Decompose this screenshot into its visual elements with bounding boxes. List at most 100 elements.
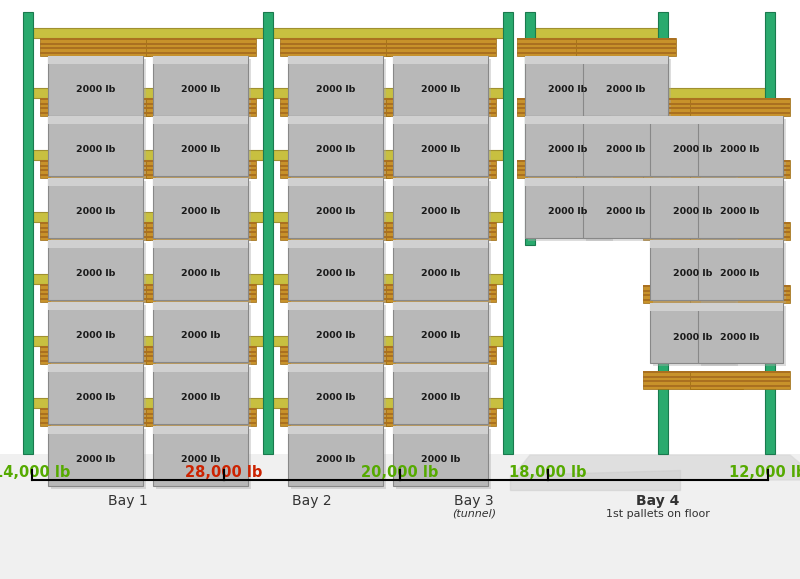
Bar bbox=[280, 42, 390, 45]
Text: 2000 lb: 2000 lb bbox=[421, 332, 461, 340]
Bar bbox=[576, 160, 676, 162]
Bar bbox=[650, 240, 735, 248]
Bar bbox=[154, 302, 248, 362]
Text: 2000 lb: 2000 lb bbox=[315, 332, 355, 340]
Bar bbox=[263, 12, 273, 454]
Bar bbox=[586, 181, 671, 241]
Text: 2000 lb: 2000 lb bbox=[421, 269, 461, 278]
Bar bbox=[386, 284, 496, 286]
Bar bbox=[154, 240, 248, 300]
Bar bbox=[396, 367, 491, 427]
Bar bbox=[643, 222, 743, 224]
Bar bbox=[643, 285, 743, 287]
Bar bbox=[583, 56, 668, 116]
Bar bbox=[518, 160, 618, 178]
Bar bbox=[48, 178, 142, 238]
Bar bbox=[146, 38, 256, 56]
Bar bbox=[280, 174, 390, 176]
Bar bbox=[156, 181, 251, 241]
Bar bbox=[290, 181, 386, 241]
Bar bbox=[33, 150, 263, 160]
Bar bbox=[643, 236, 743, 238]
Bar bbox=[576, 160, 676, 178]
Bar bbox=[386, 346, 496, 348]
Bar bbox=[386, 231, 496, 233]
Bar bbox=[154, 116, 248, 176]
Bar bbox=[154, 56, 248, 64]
Bar bbox=[288, 116, 382, 124]
Bar bbox=[386, 38, 496, 56]
Bar bbox=[643, 299, 743, 301]
Bar bbox=[643, 290, 743, 292]
Bar bbox=[280, 293, 390, 295]
Bar bbox=[518, 47, 618, 49]
Bar bbox=[288, 240, 382, 248]
Bar bbox=[280, 288, 390, 291]
Bar bbox=[40, 52, 150, 54]
Bar bbox=[643, 112, 743, 113]
Text: 2000 lb: 2000 lb bbox=[75, 394, 115, 402]
Bar bbox=[394, 56, 488, 116]
Bar bbox=[40, 38, 150, 56]
Bar bbox=[386, 42, 496, 45]
Bar bbox=[290, 243, 386, 303]
Bar bbox=[535, 150, 658, 160]
Bar bbox=[583, 116, 668, 124]
Bar bbox=[40, 355, 150, 357]
Bar bbox=[650, 240, 735, 300]
Bar bbox=[386, 350, 496, 353]
Bar bbox=[698, 303, 782, 311]
Bar bbox=[146, 236, 256, 238]
Bar bbox=[386, 236, 496, 238]
Bar bbox=[288, 178, 382, 238]
Text: 2000 lb: 2000 lb bbox=[421, 456, 461, 464]
Text: 2000 lb: 2000 lb bbox=[75, 456, 115, 464]
Bar bbox=[280, 160, 390, 162]
Bar bbox=[643, 371, 743, 389]
Bar bbox=[394, 116, 488, 124]
Bar bbox=[146, 160, 256, 178]
Bar bbox=[701, 119, 786, 179]
Text: 2000 lb: 2000 lb bbox=[75, 269, 115, 278]
Text: 2000 lb: 2000 lb bbox=[75, 332, 115, 340]
Bar bbox=[280, 102, 390, 105]
Bar bbox=[576, 42, 676, 45]
Bar bbox=[654, 243, 738, 303]
Bar bbox=[48, 240, 142, 248]
Bar bbox=[146, 408, 256, 426]
Text: 2000 lb: 2000 lb bbox=[720, 207, 760, 217]
Bar bbox=[288, 56, 382, 116]
Bar bbox=[146, 284, 256, 286]
Bar bbox=[386, 417, 496, 419]
Bar bbox=[518, 98, 618, 100]
Bar bbox=[698, 116, 782, 124]
Bar bbox=[643, 174, 743, 176]
Bar bbox=[40, 102, 150, 105]
Bar bbox=[146, 174, 256, 176]
Bar bbox=[23, 12, 33, 454]
Bar bbox=[33, 212, 263, 222]
Bar bbox=[525, 178, 610, 238]
Bar bbox=[146, 164, 256, 167]
Bar bbox=[576, 38, 676, 41]
Bar bbox=[280, 346, 390, 348]
Bar bbox=[643, 285, 743, 303]
Bar bbox=[40, 222, 150, 224]
Bar bbox=[280, 284, 390, 302]
Bar bbox=[386, 355, 496, 357]
Bar bbox=[643, 380, 743, 382]
Bar bbox=[396, 119, 491, 179]
Bar bbox=[146, 226, 256, 229]
Bar bbox=[518, 169, 618, 171]
Bar bbox=[394, 56, 488, 64]
Bar bbox=[386, 293, 496, 295]
Bar bbox=[40, 284, 150, 286]
Bar bbox=[156, 243, 251, 303]
Bar bbox=[50, 305, 146, 365]
Bar bbox=[280, 412, 390, 415]
Bar bbox=[701, 243, 786, 303]
Bar bbox=[290, 119, 386, 179]
Bar bbox=[40, 360, 150, 362]
Bar bbox=[154, 240, 248, 248]
Bar bbox=[535, 88, 658, 98]
